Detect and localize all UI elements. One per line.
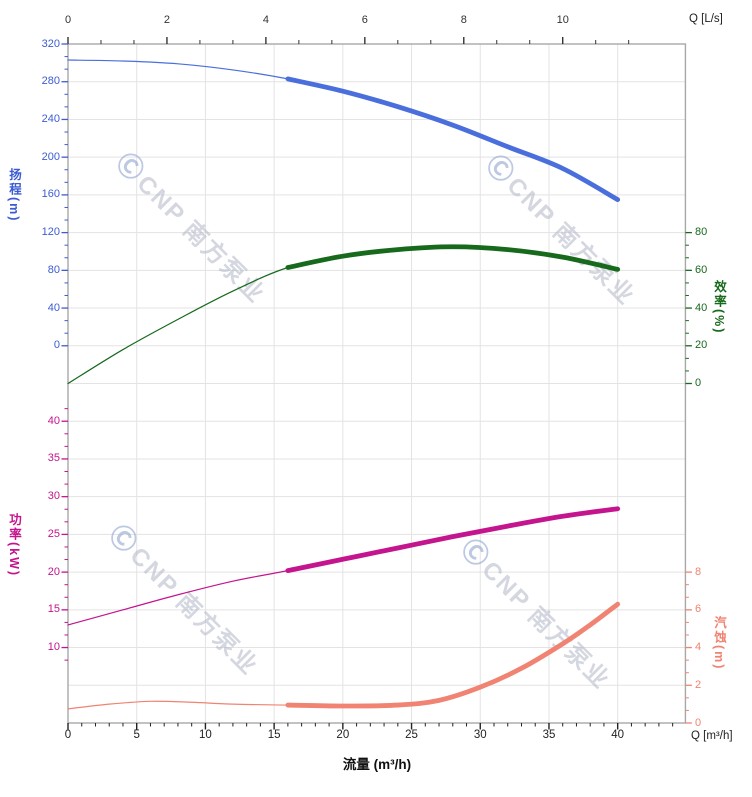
power-curve-thin [67,508,619,626]
bottom-axis-unit-label: Q [m³/h] [691,730,733,742]
efficiency-axis-title: 效率(%) [712,280,726,334]
head-axis-unit: (m) [7,197,21,223]
power-axis-unit: (kW) [7,542,21,578]
flow-axis-title: 流量 (m³/h) [342,757,412,772]
npsh-curve-thin [67,603,619,710]
npsh-axis-title: 汽蚀(m) [712,616,726,670]
efficiency-axis-unit: (%) [712,309,726,335]
power-axis-title-text: 功率 [7,513,21,542]
efficiency-curve-thin [67,246,619,385]
npsh-axis-unit: (m) [712,645,726,671]
efficiency-curve [285,244,621,272]
head-curve-thin [67,59,619,201]
power-curve [285,506,621,574]
npsh-axis-title-text: 汽蚀 [712,616,726,645]
head-curve [285,76,621,203]
top-axis-unit-label: Q [L/s] [689,13,723,25]
power-axis-title: 功率(kW) [7,513,21,577]
efficiency-axis-title-text: 效率 [712,280,726,309]
head-axis-title: 扬程(m) [7,168,21,222]
head-axis-title-text: 扬程 [7,168,21,197]
npsh-curve [285,601,621,709]
